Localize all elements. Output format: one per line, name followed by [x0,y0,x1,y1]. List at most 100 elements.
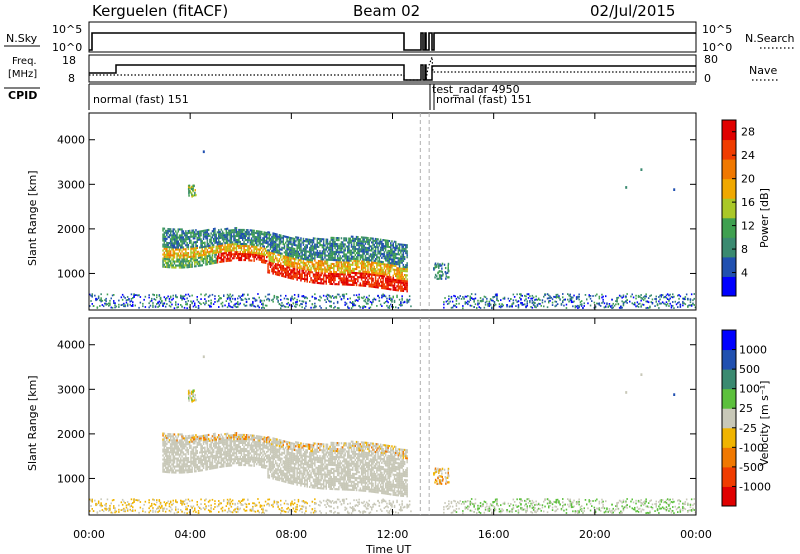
range-gate-cell [392,264,394,267]
range-gate-cell [154,503,157,506]
range-gate-cell [602,298,604,301]
range-gate-cell [305,262,307,265]
range-gate-cell [438,264,440,267]
range-gate-cell [204,257,206,260]
range-gate-cell [266,236,268,239]
nsky-panel: N.Sky 10^5 10^0 N.Search 10^5 10^0 [4,21,795,54]
range-gate-cell [322,246,325,249]
range-gate-cell [347,503,349,505]
range-gate-cell [207,261,210,264]
range-gate-cell [288,248,291,251]
range-gate-cell [316,261,319,264]
range-gate-cell [199,232,201,235]
range-gate-cell [377,272,379,275]
range-gate-cell [316,271,319,274]
range-gate-cell [114,302,116,305]
range-gate-cell [373,251,375,254]
range-gate-cell [577,307,579,309]
range-gate-cell [330,278,332,281]
range-gate-cell [520,298,522,300]
range-gate-cell [239,228,241,231]
range-gate-cell [306,266,308,269]
range-gate-cell [369,259,372,262]
range-gate-cell [245,506,248,508]
range-gate-cell [278,250,281,253]
range-gate-cell [248,235,250,238]
range-gate-cell [301,306,303,309]
range-gate-cell [175,295,177,298]
range-gate-cell [326,270,329,273]
range-gate-cell [163,243,166,246]
range-gate-cell [225,231,228,234]
range-gate-cell [298,245,301,248]
range-gate-cell [468,301,470,303]
range-gate-cell [169,242,172,245]
range-gate-cell [296,276,298,279]
range-gate-cell [253,257,255,260]
range-gate-cell [400,255,402,258]
range-gate-cell [226,231,229,234]
range-gate-cell [360,501,363,504]
range-gate-cell [374,252,377,255]
range-gate-cell [168,260,171,263]
range-gate-cell [555,304,558,307]
range-gate-cell [326,250,329,253]
range-gate-cell [341,281,344,284]
range-gate-cell [383,265,386,268]
range-gate-cell [272,248,274,251]
range-gate-cell [168,248,171,251]
range-gate-cell [473,306,475,308]
range-gate-cell [368,243,370,246]
range-gate-cell [249,233,252,236]
range-gate-cell [115,305,118,308]
range-gate-cell [231,511,234,514]
range-gate-cell [541,299,544,302]
range-gate-cell [359,306,362,308]
range-gate-cell [177,228,179,231]
range-gate-cell [314,245,316,248]
range-gate-cell [340,269,343,272]
range-gate-cell [359,270,362,273]
range-gate-cell [341,245,344,248]
range-gate-cell [178,244,181,247]
range-gate-cell [331,279,334,282]
range-gate-cell [235,302,238,305]
range-gate-cell [283,255,286,258]
range-gate-cell [440,270,442,273]
range-gate-cell [226,243,229,246]
range-gate-cell [293,297,296,300]
range-gate-cell [597,302,599,305]
range-gate-cell [212,260,215,263]
range-gate-cell [186,512,188,515]
range-gate-cell [306,258,308,261]
range-gate-cell [296,250,298,253]
range-gate-cell [348,251,350,254]
range-gate-cell [486,300,488,303]
range-gate-cell [142,305,144,308]
range-gate-cell [300,279,302,282]
range-gate-cell [224,236,226,239]
range-gate-cell [392,258,394,261]
range-gate-cell [204,235,206,238]
range-gate-cell [334,253,336,256]
range-gate-cell [276,239,278,242]
range-gate-cell [301,257,303,260]
range-gate-cell [387,261,389,264]
range-gate-cell [537,302,540,305]
range-gate-cell [225,246,228,249]
range-gate-cell [231,502,234,505]
range-gate-cell [125,506,128,509]
range-gate-cell [230,249,233,252]
range-gate-cell [309,248,311,251]
range-gate-cell [181,250,183,253]
range-gate-cell [483,306,486,309]
range-gate-cell [603,306,606,309]
range-gate-cell [623,301,626,304]
range-gate-cell [626,302,628,304]
range-gate-cell [199,260,201,263]
range-gate-cell [343,239,345,242]
range-gate-cell [223,258,225,261]
range-gate-cell [307,242,310,245]
range-gate-cell [153,298,155,300]
range-gate-cell [406,278,408,281]
